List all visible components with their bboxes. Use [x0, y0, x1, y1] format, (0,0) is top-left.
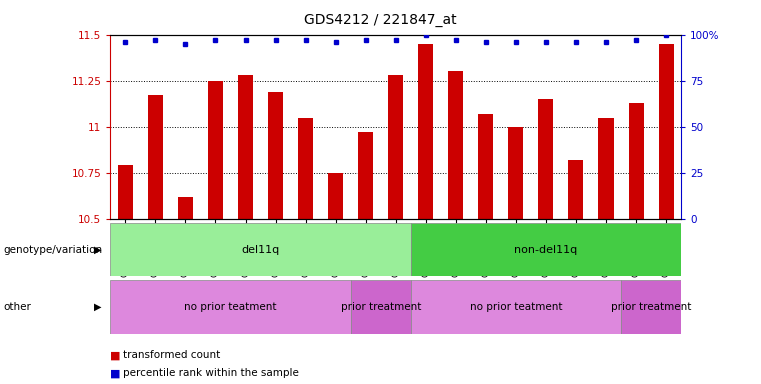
Text: non-del11q: non-del11q — [514, 245, 578, 255]
Text: genotype/variation: genotype/variation — [4, 245, 103, 255]
Bar — [358, 132, 373, 219]
Bar — [388, 75, 403, 219]
Bar — [419, 44, 433, 219]
Bar — [568, 160, 584, 219]
Bar — [110, 280, 351, 334]
Text: ▶: ▶ — [94, 245, 101, 255]
Bar — [328, 173, 343, 219]
Text: prior treatment: prior treatment — [340, 302, 421, 312]
Text: prior treatment: prior treatment — [611, 302, 691, 312]
Bar — [298, 118, 313, 219]
Text: other: other — [4, 302, 32, 312]
Text: percentile rank within the sample: percentile rank within the sample — [123, 368, 299, 378]
Bar — [351, 280, 411, 334]
Bar — [411, 280, 621, 334]
Bar — [411, 223, 681, 276]
Text: ▶: ▶ — [94, 302, 101, 312]
Text: del11q: del11q — [241, 245, 279, 255]
Bar — [268, 92, 283, 219]
Text: ■: ■ — [110, 350, 121, 360]
Bar — [238, 75, 253, 219]
Bar — [598, 118, 613, 219]
Bar — [118, 166, 133, 219]
Bar — [208, 81, 223, 219]
Bar — [479, 114, 493, 219]
Bar — [148, 95, 163, 219]
Text: no prior teatment: no prior teatment — [184, 302, 277, 312]
Text: ■: ■ — [110, 368, 121, 378]
Bar — [178, 197, 193, 219]
Bar — [448, 71, 463, 219]
Text: transformed count: transformed count — [123, 350, 221, 360]
Bar — [621, 280, 681, 334]
Text: GDS4212 / 221847_at: GDS4212 / 221847_at — [304, 13, 457, 27]
Bar — [629, 103, 644, 219]
Text: no prior teatment: no prior teatment — [470, 302, 562, 312]
Bar — [658, 44, 673, 219]
Bar — [538, 99, 553, 219]
Bar — [508, 127, 524, 219]
Bar — [110, 223, 411, 276]
